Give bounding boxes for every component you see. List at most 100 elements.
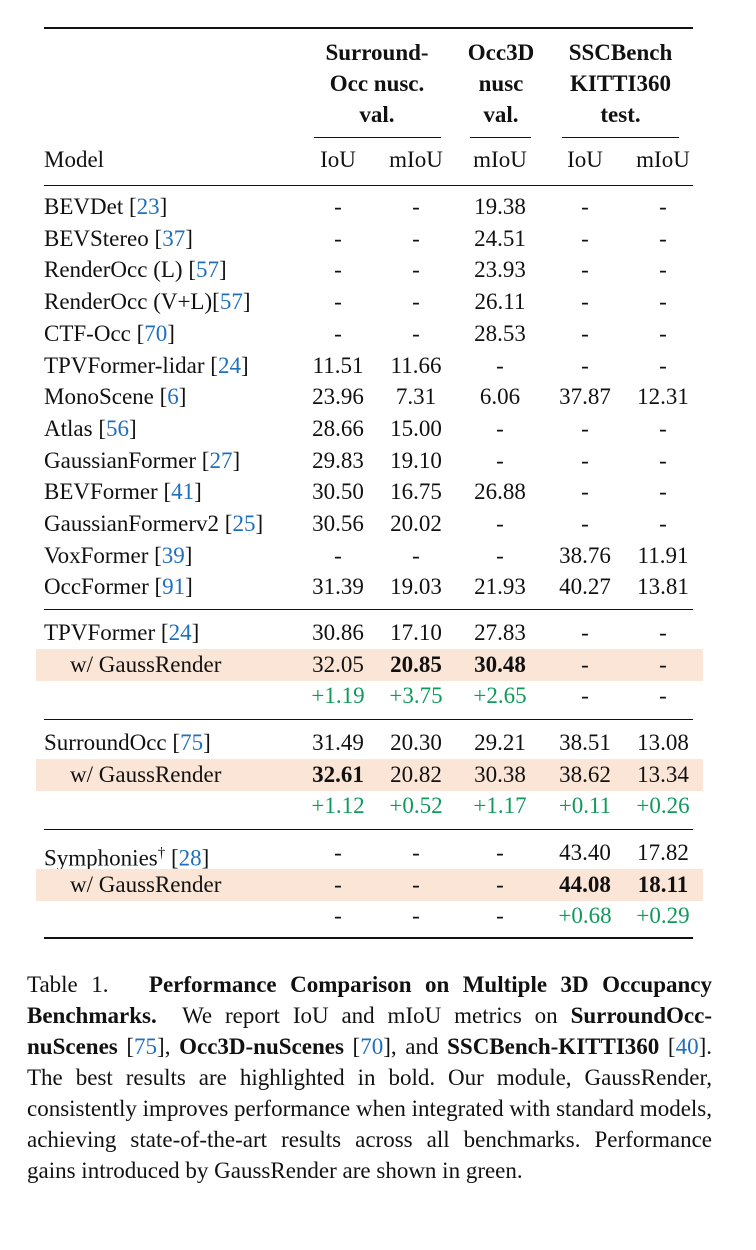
metric-value: - (412, 225, 420, 251)
citation-link[interactable]: 57 (219, 289, 243, 315)
metric-value: 37.87 (559, 384, 611, 410)
citation-link[interactable]: 6 (167, 384, 179, 410)
group-header-occ3d: Occ3D nusc val. (455, 37, 547, 130)
citation-link[interactable]: 75 (180, 730, 204, 755)
metric-value: 23.93 (474, 257, 526, 283)
metric-value: - (659, 225, 667, 251)
citation-link[interactable]: 57 (195, 257, 219, 283)
model-name: RenderOcc (L) [57] (44, 257, 227, 283)
model-name: w/ GaussRender (70, 761, 221, 789)
group-header-line: Occ3D (467, 40, 535, 65)
citation-link[interactable]: 41 (171, 479, 195, 505)
model-name-text: BEVDet (44, 194, 124, 219)
gain-value: - (659, 683, 667, 708)
citation-link[interactable]: 75 (134, 1034, 158, 1059)
caption-bold-term: Occ3D-nuScenes (179, 1034, 344, 1059)
caption-bold-term: SurroundOcc-nuScenes (27, 1003, 713, 1059)
citation-link[interactable]: 39 (161, 542, 185, 568)
metric-value: - (496, 447, 504, 473)
metric-value: 18.11 (637, 871, 689, 897)
metric-value: 12.31 (637, 384, 689, 410)
model-name-text: OccFormer (44, 574, 149, 600)
model-name: Atlas [56] (44, 415, 137, 441)
citation-link[interactable]: 40 (675, 1034, 699, 1059)
metric-value: 24.51 (474, 225, 526, 251)
metric-value: - (334, 840, 342, 865)
citation-link[interactable]: 28 (178, 845, 202, 871)
metric-value: - (581, 479, 589, 505)
metric-value: 44.08 (559, 871, 611, 897)
section-rule-1 (44, 609, 693, 610)
citation-link[interactable]: 24 (217, 352, 241, 378)
gain-value: +1.12 (311, 793, 365, 818)
caption-title: Performance Comparison on Multiple 3D Oc… (27, 972, 712, 1028)
model-name-text: SurroundOcc (44, 730, 167, 755)
metric-value: - (659, 194, 667, 219)
group-header-line: test. (600, 102, 641, 127)
metric-value: - (581, 447, 589, 473)
model-name: SurroundOcc [75] (44, 730, 211, 755)
metric-value: 13.34 (637, 761, 689, 787)
model-name: w/ GaussRender (70, 651, 221, 679)
column-header-model: Model (44, 147, 105, 172)
gain-value: - (496, 903, 504, 928)
citation-link[interactable]: 37 (162, 225, 186, 251)
table-bottom-rule (44, 937, 693, 939)
model-name: Symphonies† [28] (44, 845, 210, 871)
metric-value: 16.75 (390, 479, 442, 505)
gain-value: +1.17 (473, 793, 527, 818)
metric-value: 26.11 (474, 289, 526, 315)
model-name-text: GaussianFormer (44, 447, 197, 473)
metric-value: 6.06 (479, 384, 521, 410)
model-name: TPVFormer-lidar [24] (44, 352, 249, 378)
group-header-line: Occ nusc. (329, 71, 425, 96)
metric-value: - (581, 415, 589, 441)
metric-value: - (412, 289, 420, 315)
metric-value: 20.02 (390, 511, 442, 536)
metric-value: - (581, 352, 589, 378)
metric-value: 11.91 (637, 542, 689, 568)
metric-value: - (659, 620, 667, 645)
metric-value: 26.88 (474, 479, 526, 505)
gain-value: - (581, 683, 589, 708)
section-rule-2 (44, 719, 693, 720)
group-header-line: SSCBench (568, 40, 673, 65)
model-name: RenderOcc (V+L)[57] (44, 289, 251, 315)
group-header-line: Surround- (325, 40, 429, 65)
citation-link[interactable]: 23 (136, 194, 160, 219)
citation-link[interactable]: 70 (144, 320, 168, 346)
model-name-text: TPVFormer-lidar (44, 352, 205, 378)
table-top-rule (44, 27, 693, 29)
group-header-surroundocc: Surround- Occ nusc. val. (302, 37, 452, 130)
citation-link[interactable]: 56 (105, 415, 129, 441)
metric-value: 32.61 (312, 761, 364, 787)
metric-value: - (581, 289, 589, 315)
citation-link[interactable]: 70 (360, 1034, 384, 1059)
citation-link[interactable]: 91 (162, 574, 186, 600)
model-name: VoxFormer [39] (44, 542, 193, 568)
citation-link[interactable]: 25 (232, 511, 256, 536)
metric-value: - (334, 542, 342, 568)
group-header-line: val. (483, 102, 519, 127)
highlight-band (36, 868, 703, 901)
metric-value: - (581, 511, 589, 536)
metric-value: 13.81 (637, 574, 689, 600)
model-name-text: Atlas (44, 415, 93, 441)
metric-value: 29.83 (312, 447, 364, 473)
citation-link[interactable]: 27 (209, 447, 233, 473)
metric-value: - (496, 352, 504, 378)
metric-value: 15.00 (390, 415, 442, 441)
caption-label: Table 1. (27, 972, 109, 997)
citation-link[interactable]: 24 (168, 620, 192, 645)
model-name: BEVDet [23] (44, 194, 168, 219)
metric-value: 19.03 (390, 574, 442, 600)
model-name: CTF-Occ [70] (44, 320, 175, 346)
model-name: GaussianFormer [27] (44, 447, 241, 473)
metric-value: - (334, 194, 342, 219)
model-name-text: MonoScene (44, 384, 154, 410)
metric-value: - (659, 479, 667, 505)
metric-value: - (659, 320, 667, 346)
metric-value: 19.38 (474, 194, 526, 219)
table-caption: Table 1. Performance Comparison on Multi… (27, 972, 713, 1183)
metric-value: 30.50 (312, 479, 364, 505)
